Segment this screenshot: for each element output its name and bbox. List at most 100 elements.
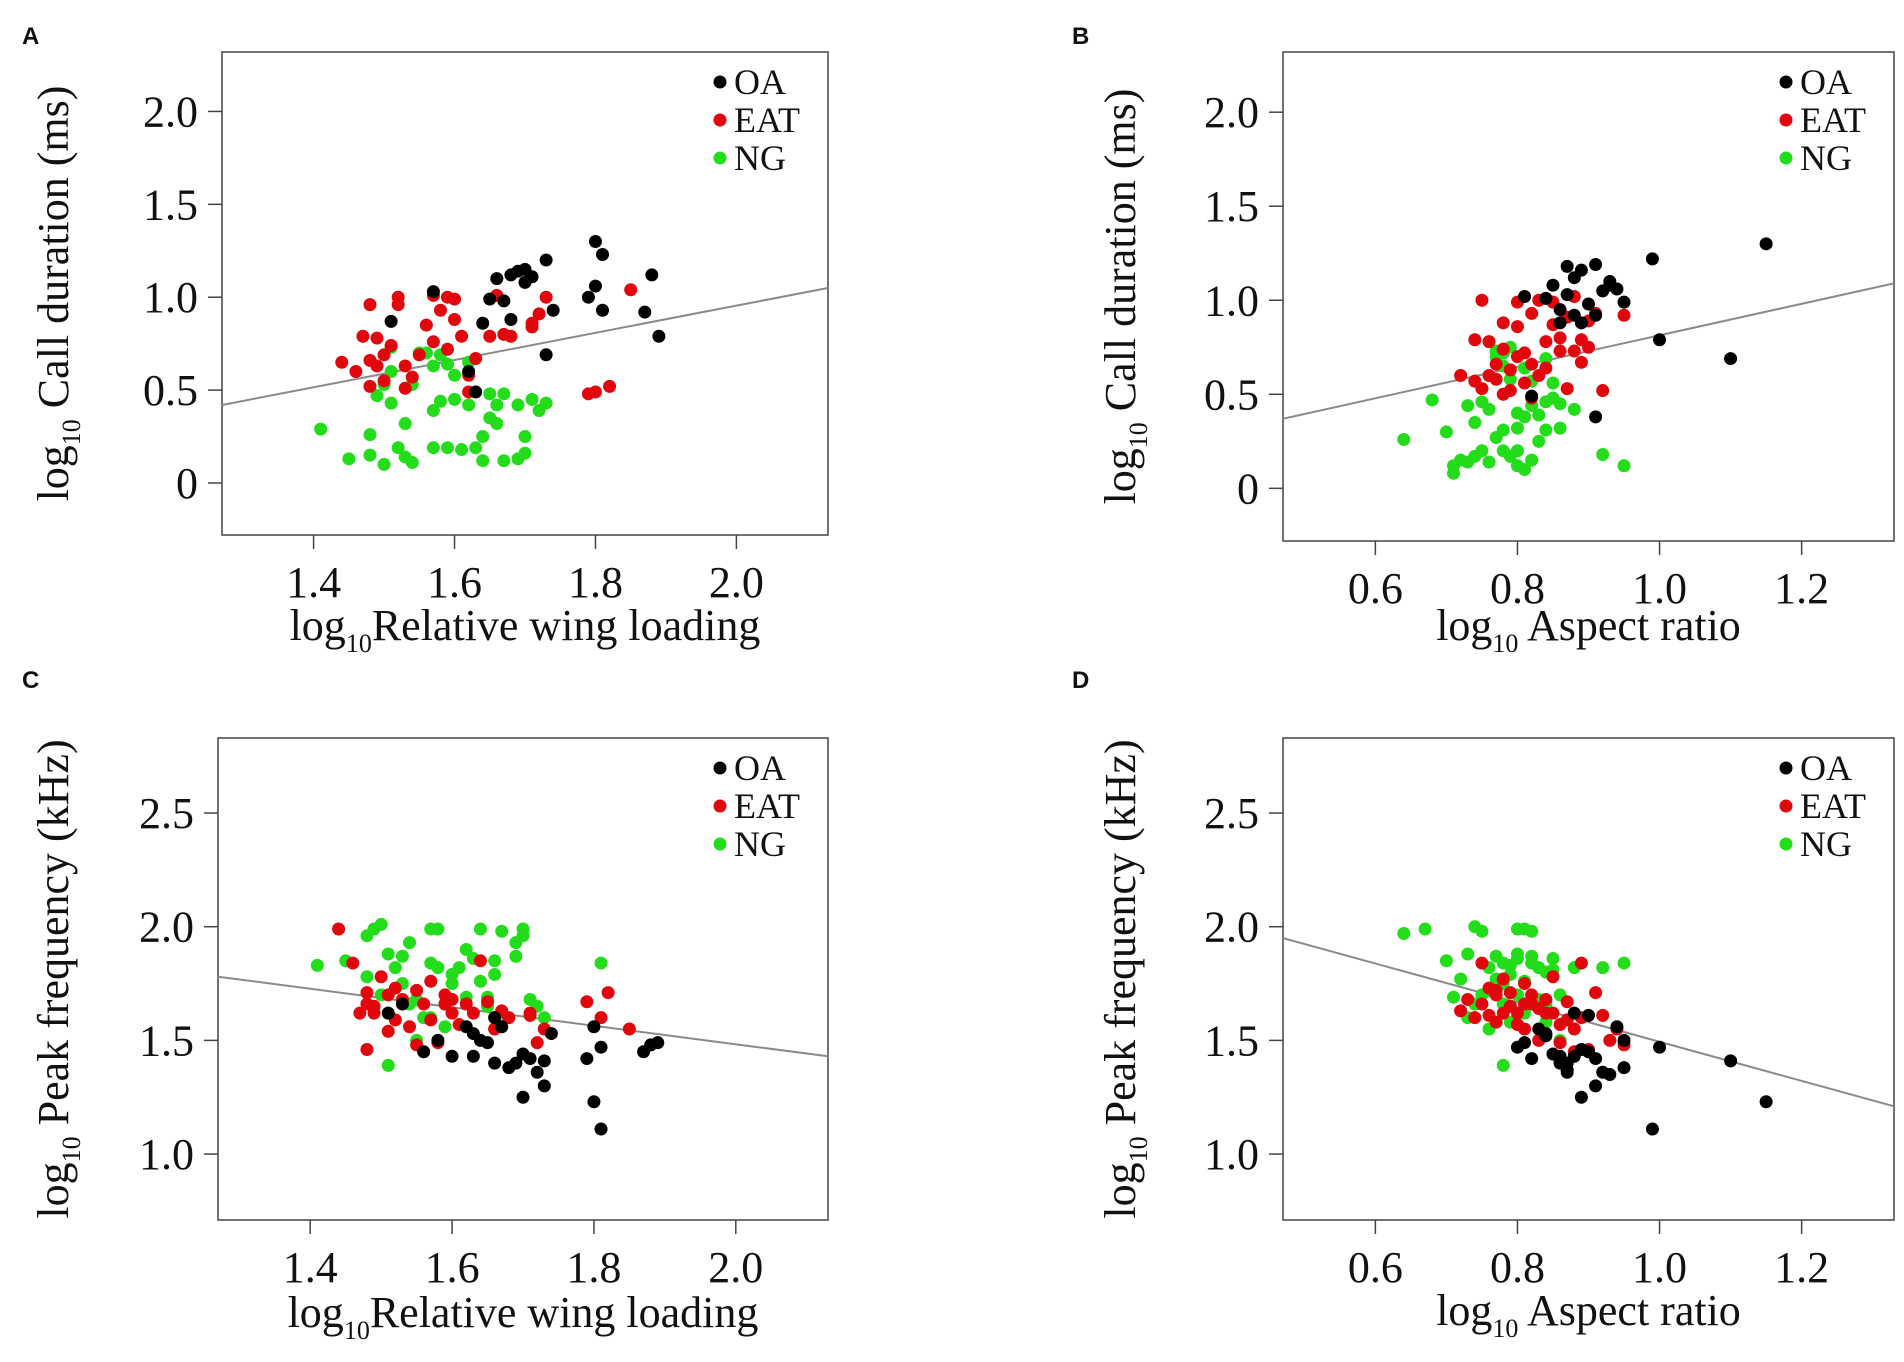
point-eat <box>1553 331 1567 345</box>
point-ng <box>438 1020 452 1034</box>
point-eat <box>1468 333 1482 347</box>
point-eat <box>1489 983 1503 997</box>
point-oa <box>525 270 539 284</box>
point-eat <box>466 1006 480 1020</box>
point-oa <box>1553 303 1567 317</box>
point-ng <box>342 452 356 466</box>
y-axis-title: log10 Call duration (ms) <box>1096 89 1153 505</box>
point-ng <box>363 428 377 442</box>
point-ng <box>448 368 462 382</box>
y-axis-title-subscript: 10 <box>1124 1136 1153 1162</box>
point-eat <box>356 329 370 343</box>
point-oa <box>1645 1122 1659 1136</box>
point-oa <box>1553 316 1567 330</box>
point-oa <box>384 314 398 328</box>
y-tick-label: 2.0 <box>1204 88 1259 137</box>
point-eat <box>381 1024 395 1038</box>
point-eat <box>523 1006 537 1020</box>
point-oa <box>539 253 553 267</box>
point-eat <box>391 290 405 304</box>
point-oa <box>1617 1033 1631 1047</box>
point-oa <box>1574 316 1588 330</box>
y-tick-label: 1.5 <box>139 1016 194 1065</box>
y-axis-title-subscript: 10 <box>57 419 86 445</box>
x-tick-label: 1.8 <box>568 558 623 607</box>
plot-frame <box>217 737 829 1221</box>
point-ng <box>377 457 391 471</box>
y-axis-title-prefix: log <box>29 445 78 501</box>
point-eat <box>346 956 360 970</box>
legend-marker-oa <box>1779 761 1793 775</box>
point-eat <box>469 352 483 366</box>
point-ng <box>1553 397 1567 411</box>
x-axis-title-prefix: log <box>1436 601 1492 650</box>
legend-label-eat: EAT <box>734 100 800 140</box>
point-eat <box>1553 1036 1567 1050</box>
point-ng <box>374 917 388 931</box>
point-eat <box>594 1011 608 1025</box>
point-eat <box>1582 340 1595 354</box>
point-oa <box>596 247 610 261</box>
point-ng <box>1539 423 1553 437</box>
x-tick-label: 0.8 <box>1490 564 1545 613</box>
point-eat <box>360 986 374 1000</box>
x-axis-title-main: Aspect ratio <box>1518 601 1740 650</box>
point-ng <box>405 456 419 470</box>
x-axis-title: log10 Aspect ratio <box>1436 1286 1741 1343</box>
point-eat <box>1496 342 1510 356</box>
point-eat <box>1475 956 1489 970</box>
point-ng <box>490 398 504 412</box>
legend-marker-eat <box>713 799 727 813</box>
y-axis-title-prefix: log <box>1096 448 1145 504</box>
point-ng <box>1496 423 1510 437</box>
point-eat <box>1496 972 1510 986</box>
point-eat <box>424 974 438 988</box>
point-eat <box>332 922 346 936</box>
y-tick-label: 0.5 <box>1204 370 1259 419</box>
point-oa <box>1582 1045 1595 1059</box>
legend-marker-ng <box>1779 837 1793 851</box>
point-ng <box>1397 927 1411 941</box>
point-eat <box>398 381 412 395</box>
point-ng <box>360 970 374 984</box>
regression-line <box>1283 937 1894 1108</box>
point-oa <box>638 305 652 319</box>
x-axis-title: log10Relative wing loading <box>288 1288 759 1345</box>
y-axis-title: log10 Peak frequency (kHz) <box>1096 739 1153 1218</box>
point-eat <box>363 298 377 312</box>
point-eat <box>1468 1011 1482 1025</box>
point-eat <box>417 997 431 1011</box>
point-eat <box>445 992 459 1006</box>
legend-label-ng: NG <box>734 824 786 864</box>
point-ng <box>1525 924 1539 938</box>
point-eat <box>1525 357 1539 371</box>
point-oa <box>1610 1020 1624 1034</box>
x-axis-title-prefix: log <box>290 601 346 650</box>
point-eat <box>403 1020 417 1034</box>
point-oa <box>1560 1065 1574 1079</box>
legend-label-oa: OA <box>734 748 786 788</box>
point-oa <box>1539 291 1553 305</box>
legend-label-eat: EAT <box>1800 786 1866 826</box>
y-axis-title-main: Peak frequency (kHz) <box>29 739 78 1136</box>
legend-label-ng: NG <box>1800 824 1852 864</box>
point-eat <box>1489 372 1503 386</box>
panel-a: A1.4 1.6 1.8 2.000.51.01.52.0log10Relative … <box>22 23 829 658</box>
point-eat <box>622 1022 636 1036</box>
plot-frame <box>1282 51 1895 542</box>
point-ng <box>1510 444 1524 458</box>
point-eat <box>448 292 462 306</box>
plot-area <box>222 234 828 471</box>
point-ng <box>431 961 445 975</box>
point-eat <box>1503 363 1517 377</box>
point-ng <box>1567 402 1581 416</box>
point-ng <box>1468 416 1482 430</box>
point-ng <box>384 396 398 410</box>
point-oa <box>652 329 666 343</box>
point-ng <box>363 448 377 462</box>
point-eat <box>363 379 377 393</box>
point-ng <box>1532 408 1546 422</box>
y-tick-label: 0.5 <box>143 366 198 415</box>
point-oa <box>469 385 483 399</box>
